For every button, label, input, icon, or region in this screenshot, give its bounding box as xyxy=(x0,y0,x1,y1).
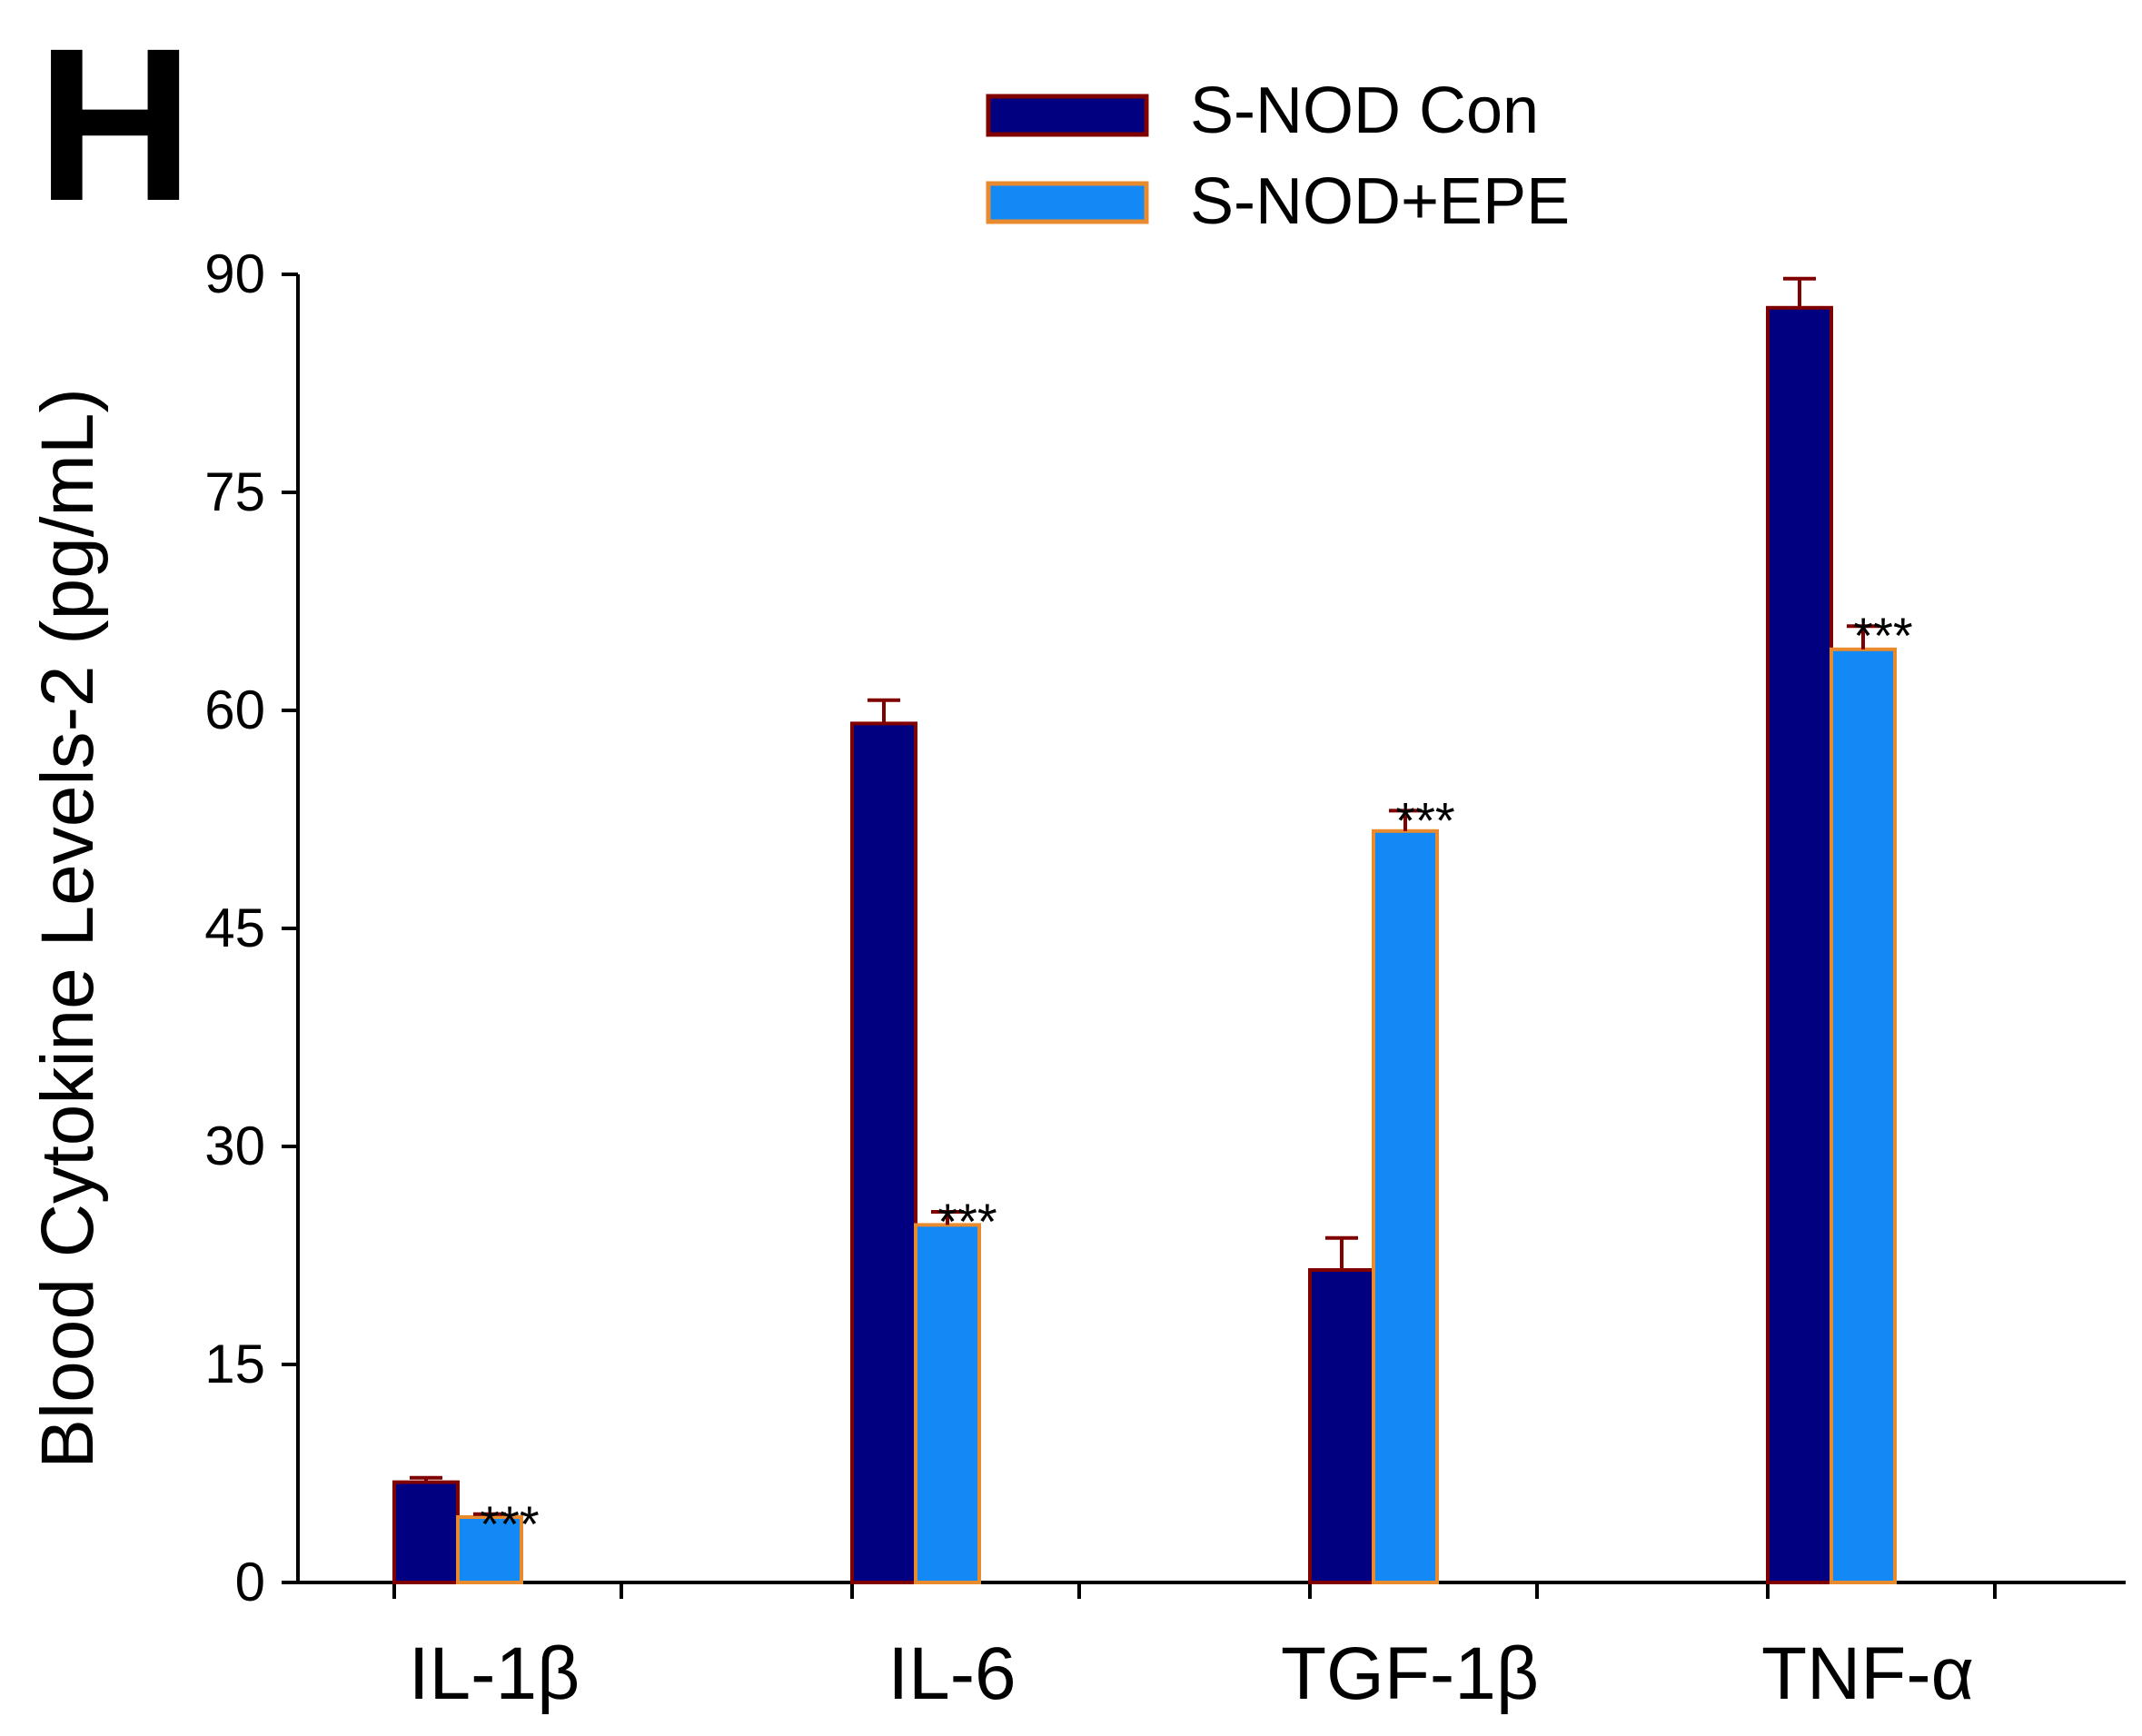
y-tick-label: 75 xyxy=(204,461,265,522)
significance-label-1: *** xyxy=(937,1193,997,1250)
x-tick-label-0: IL-1β xyxy=(409,1632,580,1715)
legend: S-NOD Con S-NOD+EPE xyxy=(986,74,1570,238)
legend-swatch-s-nod-epe xyxy=(986,181,1149,224)
y-tick-label: 60 xyxy=(204,680,265,740)
legend-swatch-s-nod-con xyxy=(986,94,1149,137)
x-tick-label-3: TNF-α xyxy=(1761,1632,1974,1715)
legend-label-s-nod-epe: S-NOD+EPE xyxy=(1190,165,1570,238)
bar-1-1 xyxy=(914,1223,981,1585)
legend-label-s-nod-con: S-NOD Con xyxy=(1190,74,1539,147)
panel-letter: H xyxy=(36,3,193,246)
bars: *** *** *** *** xyxy=(392,276,1913,1585)
bar-1-2 xyxy=(1372,828,1439,1584)
y-tick-label: 15 xyxy=(204,1334,265,1394)
significance-label-0: *** xyxy=(480,1495,539,1552)
significance-label-3: *** xyxy=(1853,607,1912,664)
y-tick-label: 0 xyxy=(235,1552,265,1612)
y-tick-label: 45 xyxy=(204,898,265,958)
y-tick-label: 90 xyxy=(204,243,265,304)
y-tick-label: 30 xyxy=(204,1116,265,1176)
bar-1-3 xyxy=(1830,647,1897,1584)
bar-0-0 xyxy=(392,1480,460,1584)
bar-0-2 xyxy=(1308,1268,1375,1584)
x-tick-label-2: TGF-1β xyxy=(1281,1632,1539,1715)
significance-label-2: *** xyxy=(1395,791,1454,848)
axes: 0 15 30 45 60 75 90 IL-1β IL-6 TGF-1β TNF-α xyxy=(204,243,2126,1715)
bar-0-1 xyxy=(850,721,917,1584)
x-tick-label-1: IL-6 xyxy=(888,1632,1016,1715)
bar-1-0 xyxy=(456,1515,523,1584)
bar-0-3 xyxy=(1766,305,1833,1584)
y-axis-label: Blood Cytokine Levels-2 (pg/mL) xyxy=(26,388,109,1469)
